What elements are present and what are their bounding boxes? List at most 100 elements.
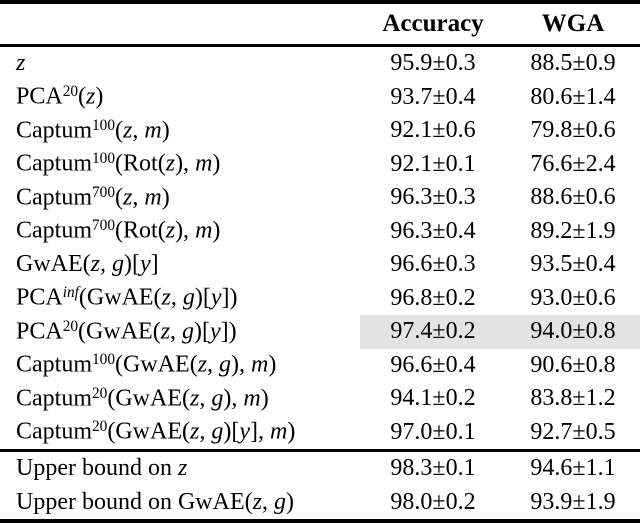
accuracy-value: 98.3±0.1: [390, 455, 476, 482]
wga-value: 80.6±1.4: [530, 83, 616, 110]
header-accuracy: Accuracy: [382, 10, 484, 37]
table-body-main: z 95.9±0.3 88.5±0.9 PCA20(z) 93.7±0.4 80.6±1.…: [0, 47, 640, 449]
label-text: y: [239, 419, 250, 446]
row-label: Captum100(Rot(z), m): [0, 150, 360, 178]
table-body-upper-bounds: Upper bound on z 98.3±0.1 94.6±1.1 Upper bo…: [0, 452, 640, 519]
row-label: Captum100(GwAE(z, g), m): [0, 351, 360, 379]
label-text: g: [273, 488, 286, 515]
label-text: Upper bound on: [16, 455, 178, 482]
row-values: 96.3±0.3 88.6±0.6: [360, 181, 640, 215]
row-label: PCAinf(GwAE(z, g)[y]): [0, 284, 360, 312]
label-superscript: 100: [92, 116, 116, 134]
label-text: ,: [261, 488, 274, 515]
label-text: ): [212, 218, 221, 245]
wga-value: 88.6±0.6: [530, 184, 616, 211]
table-row: Captum100(Rot(z), m) 92.1±0.1 76.6±2.4: [0, 148, 640, 182]
label-text: Captum: [16, 352, 92, 379]
row-values: 96.3±0.4 89.2±1.9: [360, 215, 640, 249]
row-values: 97.0±0.1 92.7±0.5: [360, 416, 640, 450]
label-text: ,: [100, 251, 112, 278]
label-text: z: [161, 285, 171, 312]
label-text: g: [112, 251, 124, 278]
accuracy-value: 96.6±0.4: [390, 351, 476, 378]
header-wga: WGA: [541, 10, 605, 37]
table-row: Captum700(Rot(z), m) 96.3±0.4 89.2±1.9: [0, 215, 640, 249]
label-text: m: [195, 151, 213, 178]
row-values: 92.1±0.6 79.8±0.6: [360, 114, 640, 148]
label-text: ,: [170, 285, 183, 312]
label-text: g: [219, 352, 232, 379]
row-label: PCA20(GwAE(z, g)[y]): [0, 318, 360, 346]
accuracy-value: 96.3±0.4: [390, 217, 476, 244]
label-text: Captum: [16, 184, 92, 211]
label-text: )[: [223, 419, 240, 446]
label-text: (Rot(: [115, 218, 166, 245]
label-text: z: [165, 151, 176, 178]
label-text: ,: [207, 352, 220, 379]
row-label: GwAE(z, g)[y]: [0, 251, 360, 278]
row-label: Captum700(Rot(z), m): [0, 217, 360, 245]
row-values: 96.6±0.4 90.6±0.8: [360, 349, 640, 383]
table-row: Upper bound on GwAE(z, g) 98.0±0.2 93.9±1.…: [0, 486, 640, 520]
label-text: ,: [132, 117, 145, 144]
label-text: (GwAE(: [107, 385, 190, 412]
wga-value: 76.6±2.4: [530, 150, 616, 177]
accuracy-value: 96.3±0.3: [390, 184, 476, 211]
wga-value: 93.9±1.9: [530, 488, 616, 515]
wga-value: 90.6±0.8: [530, 351, 616, 378]
accuracy-value: 97.0±0.1: [390, 418, 476, 445]
label-text: PCA: [16, 84, 63, 111]
label-text: z: [190, 385, 200, 412]
wga-value: 94.6±1.1: [530, 455, 616, 482]
highlighted-row-values: 97.4±0.2 94.0±0.8: [360, 315, 640, 349]
row-values: 98.3±0.1 94.6±1.1: [360, 452, 640, 486]
label-text: ]: [150, 251, 159, 278]
label-text: ),: [175, 218, 196, 245]
accuracy-value: 98.0±0.2: [390, 488, 476, 515]
label-text: ): [287, 419, 296, 446]
label-text: ): [161, 184, 170, 211]
label-text: )[: [194, 318, 211, 345]
row-label: z: [0, 50, 360, 77]
table-row: PCA20(z) 93.7±0.4 80.6±1.4: [0, 81, 640, 115]
label-superscript: 700: [92, 217, 116, 235]
label-text: Captum: [16, 218, 92, 245]
label-text: g: [211, 385, 224, 412]
table-row: PCAinf(GwAE(z, g)[y]) 96.8±0.2 93.0±0.6: [0, 282, 640, 316]
label-text: ,: [199, 385, 212, 412]
label-text: g: [182, 318, 195, 345]
wga-value: 94.0±0.8: [530, 318, 616, 345]
table-row: Captum700(z, m) 96.3±0.3 88.6±0.6: [0, 181, 640, 215]
accuracy-value: 94.1±0.2: [390, 385, 476, 412]
label-text: ,: [132, 184, 145, 211]
label-text: z: [86, 84, 96, 111]
label-text: Captum: [16, 385, 92, 412]
table-row: GwAE(z, g)[y] 96.6±0.3 93.5±0.4: [0, 248, 640, 282]
label-text: (GwAE(: [78, 318, 161, 345]
label-text: ],: [249, 419, 270, 446]
label-text: g: [211, 419, 224, 446]
table-row: Captum20(GwAE(z, g)[y], m) 97.0±0.1 92.7±0…: [0, 416, 640, 450]
section-rule: [0, 449, 640, 452]
label-text: )[: [124, 251, 140, 278]
row-label: Captum20(GwAE(z, g), m): [0, 385, 360, 413]
label-text: z: [123, 184, 133, 211]
label-text: ]): [221, 285, 238, 312]
label-text: z: [165, 218, 176, 245]
row-label: Captum100(z, m): [0, 117, 360, 145]
accuracy-value: 92.1±0.1: [390, 150, 476, 177]
label-text: m: [251, 352, 269, 379]
label-text: Captum: [16, 419, 92, 446]
table-header-row: Accuracy WGA: [0, 4, 640, 44]
label-text: ): [161, 117, 170, 144]
header-rule: [0, 44, 640, 47]
wga-value: 92.7±0.5: [530, 418, 616, 445]
label-text: m: [144, 184, 162, 211]
label-text: z: [90, 251, 100, 278]
label-text: m: [243, 385, 261, 412]
label-text: ),: [231, 352, 252, 379]
label-text: z: [197, 352, 208, 379]
label-text: ): [260, 385, 269, 412]
label-text: ,: [170, 318, 183, 345]
wga-value: 79.8±0.6: [530, 117, 616, 144]
